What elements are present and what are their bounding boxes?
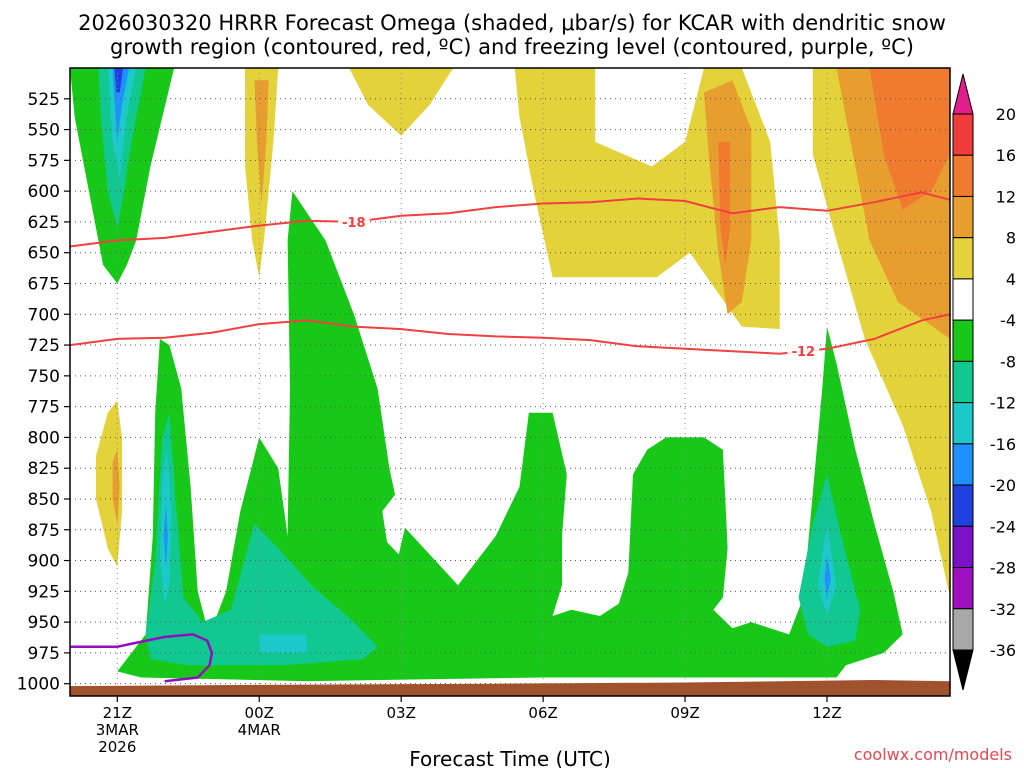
colorbar-bin-5 xyxy=(952,319,974,362)
contour-layer: -18 -12 xyxy=(70,191,950,683)
colorbar-bin-2 xyxy=(952,195,974,239)
credit-link[interactable]: coolwx.com/models xyxy=(854,745,1012,764)
y-tick-label-800: 800 xyxy=(28,428,60,448)
colorbar-label-9: -20 xyxy=(990,476,1016,495)
omega-region-white-hole-mid xyxy=(382,492,406,555)
x-axis-title: Forecast Time (UTC) xyxy=(409,747,611,768)
omega-region-yellow-03z-upper xyxy=(349,68,454,136)
x-tick-label-0-2: 2026 xyxy=(98,738,136,756)
omega-region-lightblue-lower-left xyxy=(163,505,168,567)
colorbar-label-13: -36 xyxy=(990,641,1016,660)
y-tick-label-950: 950 xyxy=(28,613,60,633)
colorbar-label-10: -24 xyxy=(990,517,1016,536)
colorbar-label-6: -8 xyxy=(1000,352,1016,371)
x-tick-label-4-0: 09Z xyxy=(670,704,699,722)
y-tick-label-550: 550 xyxy=(28,121,60,141)
colorbar-bin-8 xyxy=(952,443,974,486)
y-tick-label-700: 700 xyxy=(28,305,60,325)
colorbar-bin-11 xyxy=(952,567,974,610)
colorbar-bin-6 xyxy=(952,360,974,404)
terrain-ground xyxy=(70,680,950,696)
x-tick-label-3-0: 06Z xyxy=(528,704,557,722)
colorbar-label-12: -32 xyxy=(990,600,1016,619)
y-tick-label-650: 650 xyxy=(28,244,60,264)
omega-region-blue-21z-upper xyxy=(114,68,123,93)
colorbar-bottom-arrow xyxy=(952,649,974,691)
y-tick-label-750: 750 xyxy=(28,367,60,387)
y-tick-label-1000: 1000 xyxy=(17,675,60,695)
omega-region-green-main-lower xyxy=(117,191,903,682)
omega-region-yellow-21z-lower xyxy=(96,400,122,567)
omega-region-lightblue-12z-lower xyxy=(824,554,831,598)
colorbar-label-1: 16 xyxy=(996,146,1016,165)
dgz-label-bg-1 xyxy=(787,343,820,360)
colorbar-label-11: -28 xyxy=(990,559,1016,578)
omega-region-cyan-small-patch xyxy=(259,634,307,653)
colorbar-label-0: 20 xyxy=(996,105,1016,124)
colorbar-bin-4 xyxy=(952,278,974,321)
y-tick-label-600: 600 xyxy=(28,182,60,202)
omega-region-white-hole-lower xyxy=(197,499,227,598)
colorbar-label-2: 12 xyxy=(996,187,1016,206)
colorbar-bin-12 xyxy=(952,608,974,651)
freezing-level-contour xyxy=(70,633,214,683)
colorbar-bin-1 xyxy=(952,154,974,197)
colorbar-label-8: -16 xyxy=(990,435,1016,454)
x-tick-label-1-0: 00Z xyxy=(245,704,274,722)
omega-region-darkorange-09z-upper xyxy=(718,141,730,265)
colorbar-bin-9 xyxy=(952,484,974,527)
y-tick-label-900: 900 xyxy=(28,552,60,572)
dgz-label-bg-0 xyxy=(337,213,370,230)
y-tick-label-625: 625 xyxy=(28,213,60,233)
chart-title-line-1: 2026030320 HRRR Forecast Omega (shaded, … xyxy=(78,11,946,35)
omega-region-orange-21z-lower xyxy=(112,449,120,524)
colorbar-bin-10 xyxy=(952,525,974,569)
colorbar-bin-0 xyxy=(952,113,974,156)
colorbar-bin-7 xyxy=(952,402,974,445)
y-tick-label-850: 850 xyxy=(28,490,60,510)
x-tick-label-5-0: 12Z xyxy=(812,704,841,722)
y-tick-label-825: 825 xyxy=(28,459,60,479)
omega-region-orange-00z-upper xyxy=(254,80,269,204)
colorbar-bin-3 xyxy=(952,237,974,280)
colorbar-label-3: 8 xyxy=(1006,229,1016,248)
dgz-contour-0 xyxy=(70,191,950,248)
dgz-label-0: -18 xyxy=(342,216,366,231)
y-tick-label-875: 875 xyxy=(28,521,60,541)
chart-title-line-2: growth region (contoured, red, ºC) and f… xyxy=(110,35,914,59)
colorbar-label-4: 4 xyxy=(1006,270,1016,289)
y-tick-label-725: 725 xyxy=(28,336,60,356)
terrain-layer xyxy=(70,680,950,696)
x-tick-label-0-0: 21Z xyxy=(103,704,132,722)
x-tick-label-2-0: 03Z xyxy=(386,704,415,722)
colorbar-label-7: -12 xyxy=(990,394,1016,413)
y-tick-label-525: 525 xyxy=(28,90,60,110)
dgz-label-1: -12 xyxy=(792,345,816,360)
colorbar: 20 16 12 8 4 -4 -8 -12 -16 -20 -24 -28 -32 -36 xyxy=(952,73,1016,691)
y-tick-label-925: 925 xyxy=(28,582,60,602)
y-tick-label-975: 975 xyxy=(28,644,60,664)
grid-lines xyxy=(70,68,950,696)
y-axis: 525 550 575 600 625 650 675 700 725 750 775 800 825 8… xyxy=(17,90,70,695)
x-tick-label-1-1: 4MAR xyxy=(238,721,281,739)
plot-frame xyxy=(69,67,951,697)
omega-region-darkorange-12z-right xyxy=(869,68,950,210)
colorbar-label-5: -4 xyxy=(1000,311,1016,330)
omega-region-teal-lower-left xyxy=(145,412,378,666)
y-tick-label-575: 575 xyxy=(28,151,60,171)
x-tick-label-0-1: 3MAR xyxy=(96,721,139,739)
y-tick-label-675: 675 xyxy=(28,274,60,294)
y-tick-label-775: 775 xyxy=(28,398,60,418)
